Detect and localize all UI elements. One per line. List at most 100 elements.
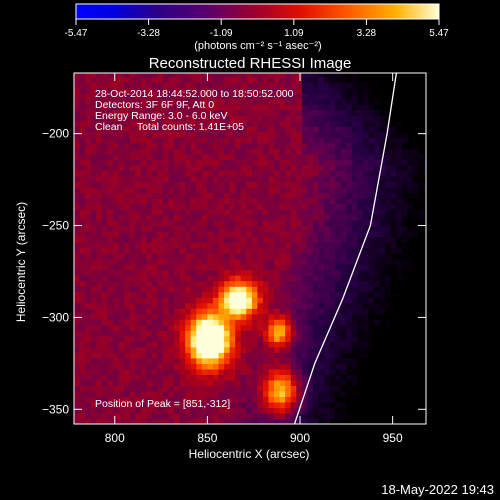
heatmap-cell: [357, 192, 364, 199]
heatmap-cell: [257, 335, 264, 342]
heatmap-cell: [229, 297, 236, 304]
heatmap-cell: [185, 390, 192, 397]
heatmap-cell: [263, 153, 270, 160]
heatmap-cell: [424, 164, 426, 171]
heatmap-cell: [374, 93, 381, 100]
heatmap-cell: [118, 159, 125, 166]
heatmap-cell: [246, 253, 253, 260]
heatmap-cell: [246, 286, 253, 293]
heatmap-cell: [351, 142, 359, 149]
heatmap-cell: [424, 346, 426, 353]
heatmap-cell: [340, 264, 347, 271]
heatmap-cell: [329, 374, 336, 381]
heatmap-cell: [340, 170, 347, 177]
heatmap-cell: [257, 186, 264, 193]
heatmap-cell: [340, 120, 347, 127]
heatmap-cell: [129, 308, 136, 315]
heatmap-cell: [396, 396, 403, 403]
heatmap-cell: [179, 148, 186, 155]
heatmap-cell: [357, 220, 364, 227]
heatmap-cell: [418, 120, 425, 127]
heatmap-cell: [251, 341, 259, 348]
heatmap-cell: [363, 346, 370, 353]
heatmap-cell: [246, 115, 253, 122]
heatmap-cell: [313, 231, 320, 238]
heatmap-cell: [296, 131, 303, 138]
heatmap-cell: [124, 181, 131, 188]
heatmap-cell: [85, 363, 92, 370]
heatmap-cell: [85, 159, 92, 166]
heatmap-cell: [162, 291, 170, 298]
heatmap-cell: [363, 385, 370, 392]
heatmap-cell: [168, 374, 175, 381]
heatmap-cell: [318, 357, 325, 364]
heatmap-cell: [374, 247, 381, 254]
heatmap-cell: [329, 186, 336, 193]
heatmap-cell: [296, 209, 303, 216]
heatmap-cell: [318, 385, 325, 392]
heatmap-cell: [257, 253, 264, 260]
heatmap-cell: [140, 214, 147, 221]
heatmap-cell: [218, 346, 225, 353]
colorbar-ticks: -5.47 -3.28 -1.09 1.09 3.28 5.47: [65, 19, 449, 39]
heatmap-cell: [190, 175, 197, 182]
heatmap-cell: [235, 297, 242, 304]
heatmap-cell: [251, 186, 259, 193]
heatmap-cell: [157, 242, 164, 249]
heatmap-cell: [229, 418, 236, 424]
heatmap-cell: [162, 368, 170, 375]
heatmap-cell: [379, 148, 386, 155]
heatmap-cell: [346, 126, 353, 133]
heatmap-cell: [351, 413, 359, 420]
heatmap-cell: [174, 153, 181, 160]
heatmap-cell: [335, 142, 342, 149]
heatmap-cell: [162, 319, 170, 326]
heatmap-cell: [390, 352, 397, 359]
heatmap-cell: [229, 253, 236, 260]
heatmap-cell: [379, 357, 386, 364]
heatmap-cell: [90, 413, 97, 420]
heatmap-cell: [85, 104, 92, 111]
heatmap-cell: [135, 186, 142, 193]
heatmap-cell: [329, 93, 336, 100]
heatmap-cell: [129, 313, 136, 320]
heatmap-cell: [196, 385, 203, 392]
heatmap-cell: [118, 275, 125, 282]
heatmap-cell: [379, 368, 386, 375]
heatmap-cell: [90, 264, 97, 271]
heatmap-cell: [240, 236, 247, 243]
heatmap-cell: [90, 209, 97, 216]
heatmap-cell: [340, 181, 347, 188]
heatmap-cell: [251, 396, 259, 403]
heatmap-cell: [246, 341, 253, 348]
heatmap-cell: [251, 148, 259, 155]
heatmap-cell: [268, 363, 275, 370]
heatmap-cell: [240, 313, 247, 320]
heatmap-cell: [307, 220, 314, 227]
heatmap-cell: [179, 335, 186, 342]
heatmap-cell: [318, 368, 325, 375]
heatmap-cell: [129, 286, 136, 293]
heatmap-cell: [274, 82, 281, 89]
heatmap-cell: [140, 98, 147, 105]
heatmap-cell: [135, 302, 142, 309]
heatmap-cell: [390, 242, 397, 249]
heatmap-cell: [185, 181, 192, 188]
heatmap-cell: [318, 220, 325, 227]
heatmap-cell: [307, 98, 314, 105]
heatmap-cell: [346, 76, 353, 83]
heatmap-cell: [135, 198, 142, 205]
heatmap-cell: [151, 87, 158, 94]
heatmap-cell: [174, 286, 181, 293]
heatmap-cell: [90, 335, 97, 342]
heatmap-cell: [196, 352, 203, 359]
heatmap-cell: [407, 264, 414, 271]
heatmap-cell: [268, 115, 275, 122]
heatmap-cell: [301, 346, 309, 353]
heatmap-cell: [140, 242, 147, 249]
heatmap-cell: [124, 280, 131, 287]
heatmap-cell: [351, 341, 359, 348]
heatmap-cell: [379, 264, 386, 271]
heatmap-cell: [263, 120, 270, 127]
heatmap-cell: [157, 302, 164, 309]
